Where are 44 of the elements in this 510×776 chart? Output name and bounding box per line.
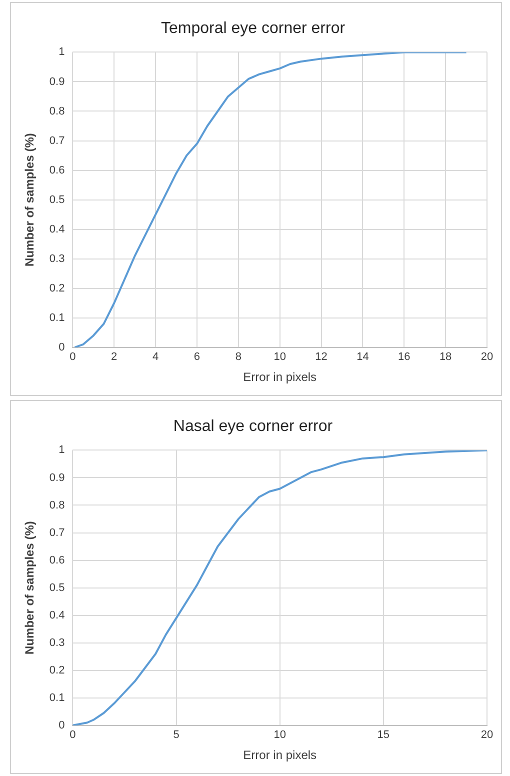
x-tick-label: 8	[235, 351, 242, 364]
y-tick-label: 0.9	[49, 472, 65, 484]
x-tick-label: 2	[111, 351, 118, 364]
x-tick-label: 15	[377, 729, 390, 742]
y-tick-label: 0.6	[49, 164, 65, 176]
x-tick-label: 6	[194, 351, 200, 364]
x-tick-label: 20	[480, 729, 494, 742]
y-tick-label: 0	[58, 719, 65, 732]
y-tick-label: 0.4	[49, 223, 65, 236]
y-tick-label: 0.8	[49, 105, 65, 118]
y-tick-label: 1	[58, 444, 65, 456]
y-tick-label: 0.1	[49, 692, 65, 704]
y-tick-label: 0.6	[49, 554, 65, 566]
x-tick-label: 10	[274, 729, 286, 742]
y-tick-label: 0.1	[49, 312, 65, 324]
y-tick-label: 0.3	[49, 252, 65, 265]
y-tick-label: 0.9	[49, 76, 65, 88]
chart-title: Nasal eye corner error	[173, 418, 334, 436]
y-axis-title: Number of samples (%)	[22, 521, 37, 654]
y-tick-label: 1	[58, 46, 65, 58]
y-tick-label: 0.4	[49, 609, 65, 622]
x-tick-label: 0	[70, 351, 76, 364]
y-tick-label: 0.3	[49, 636, 65, 649]
y-tick-label: 0.5	[49, 194, 65, 206]
y-tick-label: 0	[58, 341, 65, 354]
x-tick-label: 4	[152, 351, 159, 364]
y-tick-label: 0.2	[49, 664, 65, 676]
y-tick-label: 0.2	[49, 282, 65, 294]
x-tick-label: 18	[439, 351, 452, 364]
x-tick-label: 10	[274, 351, 286, 364]
x-tick-label: 5	[173, 729, 180, 742]
x-tick-label: 16	[398, 351, 410, 364]
x-tick-label: 14	[356, 351, 369, 364]
chart-title: Temporal eye corner error	[160, 20, 346, 38]
x-axis-title: Error in pixels	[243, 748, 317, 762]
y-tick-label: 0.8	[49, 499, 65, 512]
x-tick-label: 12	[315, 351, 328, 364]
y-tick-label: 0.7	[49, 134, 65, 147]
y-axis-title: Number of samples (%)	[22, 133, 37, 266]
x-axis-title: Error in pixels	[243, 370, 317, 384]
x-tick-label: 0	[70, 729, 76, 742]
y-tick-label: 0.7	[49, 526, 65, 539]
y-tick-label: 0.5	[49, 582, 65, 594]
x-tick-label: 20	[480, 351, 494, 364]
